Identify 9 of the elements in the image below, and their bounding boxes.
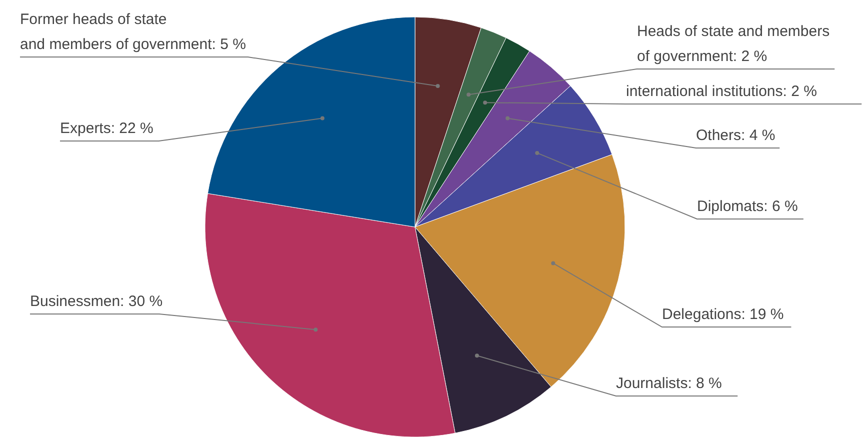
slice-label: Diplomats: 6 % xyxy=(697,198,798,215)
slice-label: Experts: 22 % xyxy=(60,120,154,137)
slice-label: Others: 4 % xyxy=(696,127,776,144)
slice-label: Heads of state and members of government: 2 % xyxy=(637,23,830,65)
slice-label: Delegations: 19 % xyxy=(662,306,784,323)
slice-label: Former heads of state and members of government: 5 % xyxy=(20,11,246,53)
slice-label: Businessmen: 30 % xyxy=(30,293,163,310)
slice-label: international institutions: 2 % xyxy=(626,83,817,100)
slice-label: Journalists: 8 % xyxy=(616,375,722,392)
